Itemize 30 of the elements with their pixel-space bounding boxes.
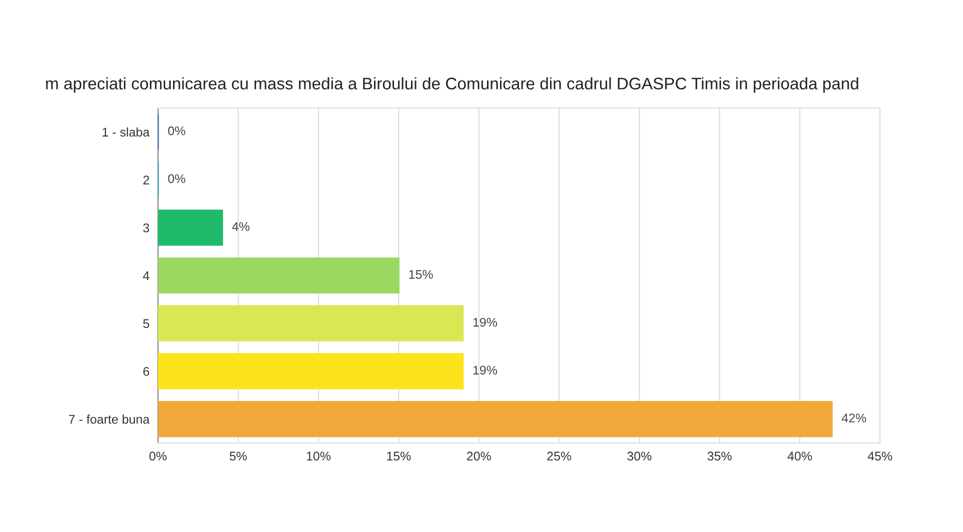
y-tick-label: 7 - foarte buna xyxy=(69,414,150,424)
bar xyxy=(158,210,224,246)
bar xyxy=(158,401,833,438)
y-tick-label: 2 xyxy=(143,176,150,184)
x-tick-label: 40% xyxy=(788,452,812,461)
y-tick-label: 1 - slaba xyxy=(102,127,150,137)
y-tick-label: 4 xyxy=(143,271,150,280)
data-label: 15% xyxy=(409,270,433,279)
x-tick-label: 15% xyxy=(387,452,411,461)
bar xyxy=(158,353,464,390)
x-tick-label: 35% xyxy=(708,452,732,461)
y-tick-label: 5 xyxy=(143,319,150,328)
x-tick-label: 30% xyxy=(627,452,652,461)
x-tick-label: 5% xyxy=(230,452,247,461)
data-label: 19% xyxy=(473,318,498,327)
data-label: 19% xyxy=(473,366,498,375)
x-tick-label: 20% xyxy=(467,452,491,461)
bar xyxy=(158,305,464,342)
bar xyxy=(158,257,400,294)
x-tick-label: 0% xyxy=(149,452,167,461)
chart-title: m apreciati comunicarea cu mass media a Biroului de Comunicare din cadrul DGASPC Timis in perioada pand xyxy=(46,77,858,93)
x-tick-label: 25% xyxy=(547,452,572,461)
data-label: 0% xyxy=(168,174,186,184)
y-tick-label: 3 xyxy=(143,223,150,232)
y-tick-label: 6 xyxy=(143,367,150,376)
data-label: 0% xyxy=(168,126,186,136)
data-label: 4% xyxy=(232,222,250,231)
data-label: 42% xyxy=(842,414,866,422)
x-tick-label: 45% xyxy=(868,452,892,461)
x-tick-label: 10% xyxy=(306,452,331,461)
